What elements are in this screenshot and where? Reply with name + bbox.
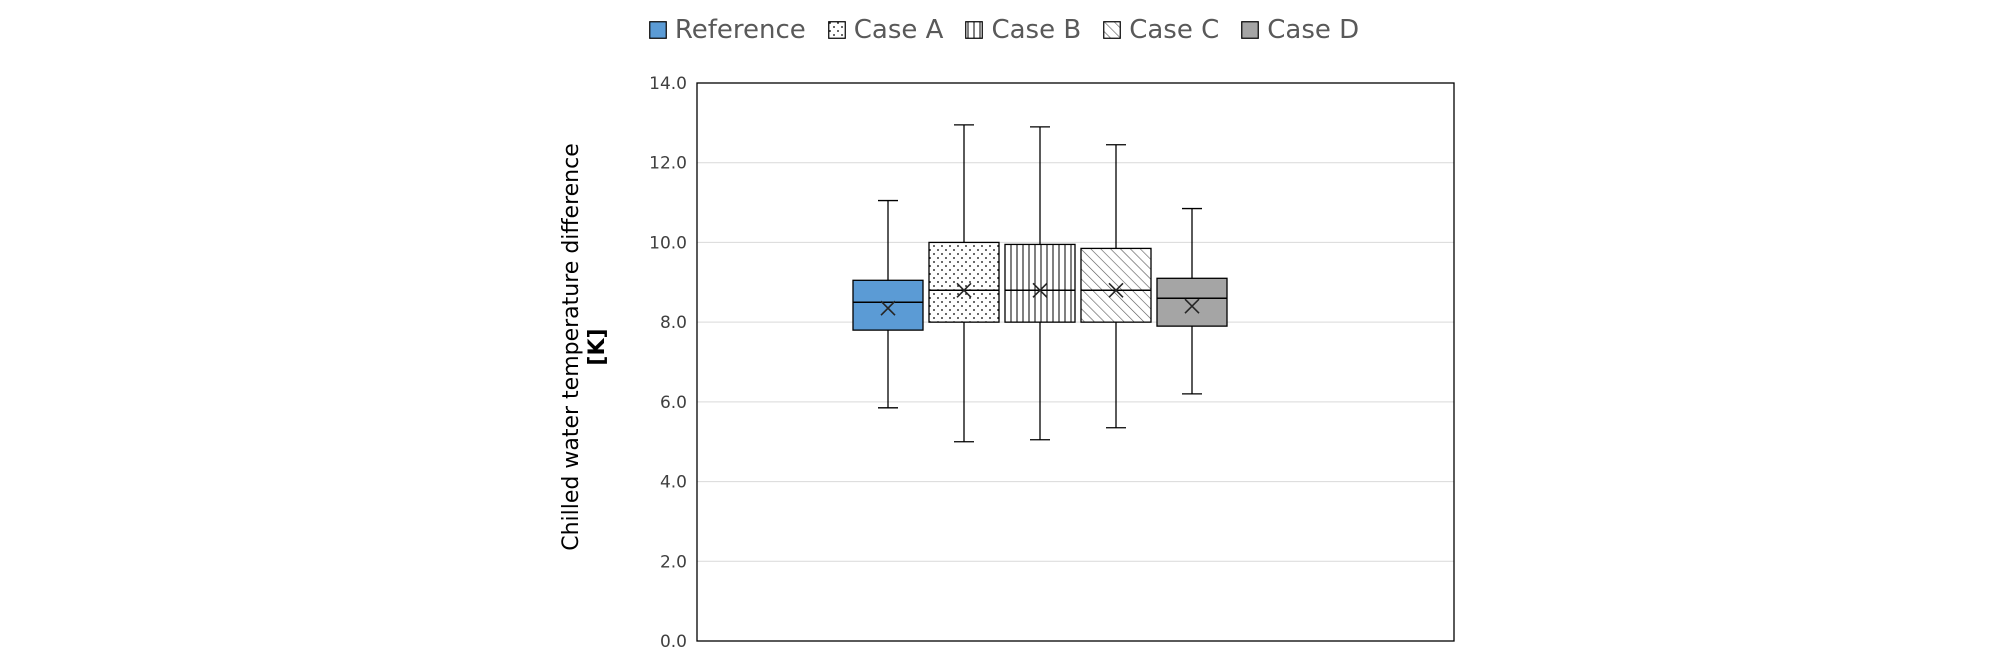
- box-case-c: [1080, 247, 1152, 323]
- legend-swatch: [965, 21, 984, 39]
- legend-item-reference: Reference: [648, 15, 806, 45]
- y-tick-label: 0.0: [660, 632, 687, 652]
- box-reference: [852, 279, 924, 331]
- plot-border: [696, 82, 1455, 642]
- legend-label: Case B: [991, 15, 1082, 45]
- legend-swatch: [827, 21, 846, 39]
- y-tick-label: 8.0: [660, 313, 687, 333]
- legend-label: Case C: [1129, 15, 1220, 45]
- box-case-b: [1004, 243, 1076, 323]
- y-axis-label: Chilled water temperature difference[K]: [559, 143, 610, 551]
- box-case-d: [1156, 277, 1228, 327]
- legend-item-case-d: Case D: [1241, 15, 1359, 45]
- box-case-d-mean-marker: [1184, 298, 1200, 314]
- box-case-b-mean-marker: [1032, 282, 1048, 298]
- legend-label: Reference: [674, 15, 806, 45]
- legend-label: Case D: [1267, 15, 1360, 45]
- y-tick-label: 6.0: [660, 393, 687, 413]
- legend-item-case-a: Case A: [827, 15, 944, 45]
- y-tick-label: 12.0: [649, 154, 687, 174]
- box-case-a-mean-marker: [956, 282, 972, 298]
- y-tick-label: 2.0: [660, 552, 687, 572]
- y-tick-label: 14.0: [649, 74, 687, 94]
- legend-swatch: [1241, 21, 1260, 39]
- box-case-c-mean-marker: [1108, 282, 1124, 298]
- box-reference-mean-marker: [880, 300, 896, 316]
- legend-item-case-b: Case B: [965, 15, 1081, 45]
- legend-swatch: [648, 21, 667, 39]
- y-tick-label: 10.0: [649, 233, 687, 253]
- legend-swatch: [1103, 21, 1122, 39]
- legend: Reference Case A Case B Case C Case D: [0, 12, 2008, 48]
- legend-item-case-c: Case C: [1103, 15, 1219, 45]
- y-axis-label-line: Chilled water temperature difference: [559, 143, 584, 551]
- y-axis-label-line: [K]: [585, 328, 610, 365]
- legend-label: Case A: [853, 15, 944, 45]
- box-case-a: [928, 241, 1000, 323]
- y-tick-label: 4.0: [660, 473, 687, 493]
